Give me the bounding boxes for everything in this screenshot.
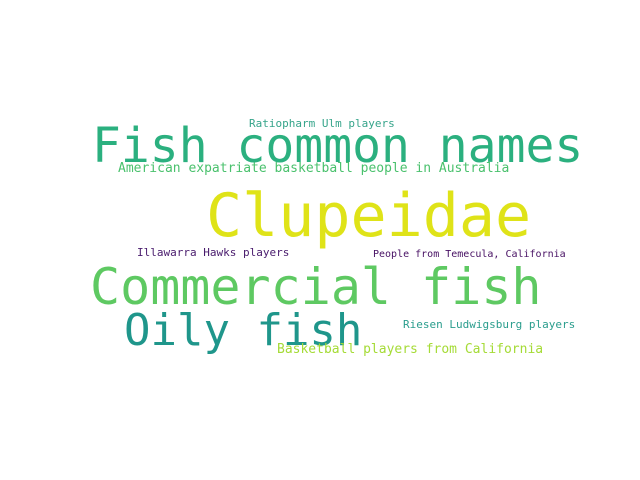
word-oily-fish: Oily fish [124,305,363,356]
word-ratiopharm-ulm-players: Ratiopharm Ulm players [249,117,395,130]
word-fish-common-names: Fish common names [92,118,584,174]
word-people-from-temecula: People from Temecula, California [373,249,566,260]
word-riesen-ludwigsburg-players: Riesen Ludwigsburg players [403,318,576,331]
word-american-expatriate-basketball: American expatriate basketball people in… [118,161,510,176]
word-basketball-players-california: Basketball players from California [277,342,544,357]
word-commercial-fish: Commercial fish [90,258,542,316]
word-clupeidae: Clupeidae [206,181,532,251]
word-illawarra-hawks-players: Illawarra Hawks players [137,246,290,259]
